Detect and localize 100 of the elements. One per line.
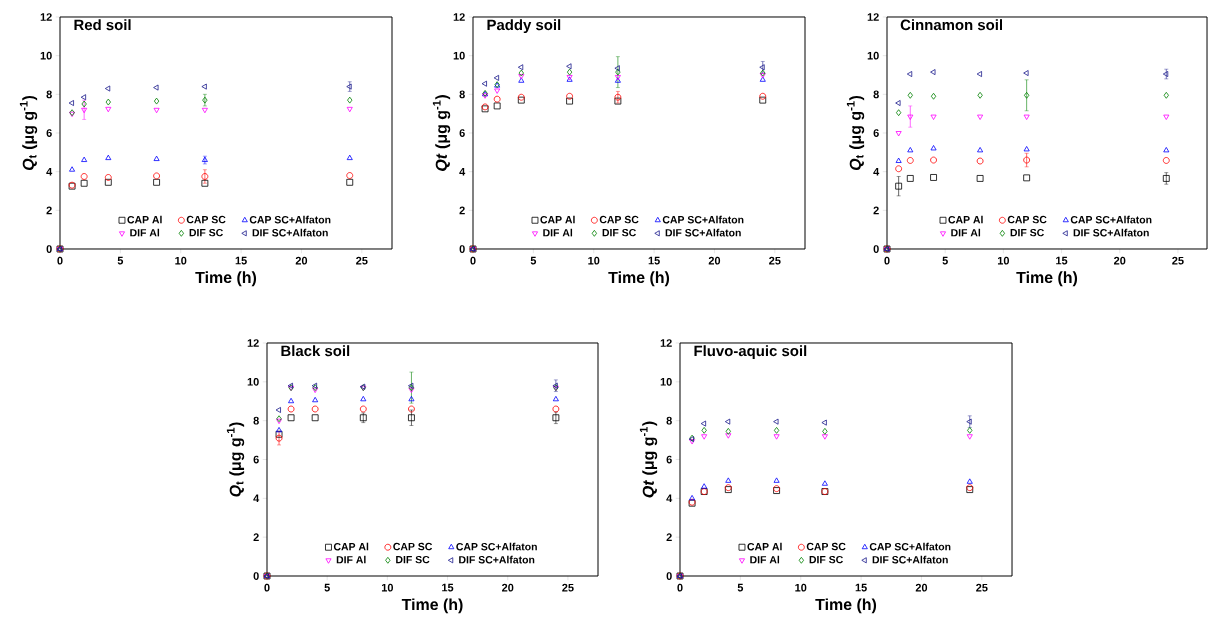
x-tick-label: 0 xyxy=(677,583,683,592)
y-tick-label: 12 xyxy=(40,13,52,21)
legend-label: CAP SC xyxy=(1007,215,1047,224)
y-tick-label: 4 xyxy=(459,167,466,176)
y-tick-label: 4 xyxy=(46,167,53,176)
x-tick-label: 5 xyxy=(737,583,744,592)
legend-label: CAP SC xyxy=(806,542,846,551)
x-axis-title: Time (h) xyxy=(1016,271,1078,287)
legend-label: DIF SC xyxy=(1010,228,1044,237)
y-tick-label: 8 xyxy=(459,90,465,99)
legend-label: CAP Al xyxy=(540,215,575,224)
x-axis-title: Time (h) xyxy=(608,271,670,287)
legend-label: DIF SC+Alfaton xyxy=(459,555,535,564)
chart-title: Cinnamon soil xyxy=(900,19,1003,31)
chart-title: Paddy soil xyxy=(487,19,561,34)
x-tick-label: 0 xyxy=(57,256,63,265)
x-tick-label: 0 xyxy=(884,256,890,265)
legend-label: DIF SC xyxy=(809,555,843,564)
y-tick-label: 0 xyxy=(459,245,465,253)
legend-label: CAP Al xyxy=(127,215,162,224)
y-tick-label: 12 xyxy=(453,13,465,21)
x-tick-label: 20 xyxy=(295,256,308,265)
x-tick-label: 20 xyxy=(1114,256,1126,265)
y-axis-title: Q$_{t}$ (μg g$^{-1}$) xyxy=(846,95,865,171)
y-tick-label: 10 xyxy=(660,377,672,386)
x-tick-label: 5 xyxy=(530,256,537,265)
y-tick-label: 4 xyxy=(666,494,673,503)
y-tick-label: 8 xyxy=(873,90,879,99)
legend-label: CAP SC xyxy=(599,215,639,224)
y-axis-title: Qt (μg g$^{-1}$) xyxy=(432,95,451,171)
chart-title: Fluvo-aquic soil xyxy=(694,345,807,360)
x-tick-label: 5 xyxy=(324,583,330,592)
x-tick-label: 15 xyxy=(648,256,660,265)
legend-label: CAP SC xyxy=(393,542,433,551)
y-axis-title: Q$_{t}$ (μg g$^{-1}$) xyxy=(226,422,245,497)
x-tick-label: 0 xyxy=(470,256,476,265)
legend-label: DIF SC+Alfaton xyxy=(872,555,948,564)
legend-label: DIF Al xyxy=(336,555,366,564)
y-tick-label: 2 xyxy=(46,206,52,215)
x-tick-label: 25 xyxy=(562,583,574,592)
legend-label: DIF SC xyxy=(396,555,430,564)
y-tick-label: 12 xyxy=(247,339,259,347)
x-tick-label: 10 xyxy=(997,256,1010,265)
x-tick-label: 25 xyxy=(769,256,781,265)
y-tick-label: 6 xyxy=(666,455,672,464)
y-tick-label: 4 xyxy=(873,167,880,176)
y-tick-label: 2 xyxy=(253,533,259,541)
legend-label: CAP SC xyxy=(186,215,226,224)
legend-label: DIF SC+Alfaton xyxy=(665,228,741,237)
y-tick-label: 8 xyxy=(666,416,672,425)
x-axis-title: Time (h) xyxy=(401,598,463,614)
legend-label: DIF SC xyxy=(602,228,636,237)
x-tick-label: 20 xyxy=(502,583,514,592)
chart-title: Black soil xyxy=(281,345,350,357)
x-tick-label: 25 xyxy=(356,256,368,265)
y-tick-label: 6 xyxy=(459,129,465,137)
y-tick-label: 10 xyxy=(247,377,259,386)
y-tick-label: 10 xyxy=(40,51,52,60)
y-tick-label: 12 xyxy=(660,339,672,347)
x-tick-label: 15 xyxy=(442,583,454,592)
x-tick-label: 10 xyxy=(588,256,600,265)
legend-label: DIF Al xyxy=(130,228,160,237)
y-tick-label: 2 xyxy=(666,533,672,541)
x-tick-label: 10 xyxy=(175,256,187,265)
x-tick-label: 10 xyxy=(381,583,394,592)
legend-label: CAP Al xyxy=(948,215,983,224)
x-tick-label: 20 xyxy=(915,583,928,592)
y-tick-label: 6 xyxy=(873,129,879,137)
y-tick-label: 12 xyxy=(867,13,879,21)
legend-label: CAP Al xyxy=(333,542,369,551)
y-tick-label: 0 xyxy=(666,572,672,580)
y-tick-label: 10 xyxy=(453,51,465,60)
legend-label: CAP SC+Alfaton xyxy=(249,215,331,224)
legend-label: DIF SC xyxy=(189,228,223,237)
y-tick-label: 2 xyxy=(873,206,879,215)
x-tick-label: 10 xyxy=(795,583,807,592)
x-axis-title: Time (h) xyxy=(815,598,877,614)
y-tick-label: 0 xyxy=(873,245,879,253)
x-tick-label: 25 xyxy=(976,583,988,592)
legend-label: CAP Al xyxy=(747,542,782,551)
y-tick-label: 6 xyxy=(46,129,52,137)
legend-label: DIF SC+Alfaton xyxy=(252,228,328,237)
y-tick-label: 0 xyxy=(253,572,259,580)
x-tick-label: 20 xyxy=(708,256,721,265)
x-tick-label: 0 xyxy=(264,583,270,592)
y-tick-label: 6 xyxy=(253,455,259,464)
legend-label: DIF Al xyxy=(750,555,780,564)
x-tick-label: 15 xyxy=(1056,256,1068,265)
legend-label: DIF SC+Alfaton xyxy=(1073,228,1149,237)
y-tick-label: 0 xyxy=(46,245,52,253)
x-tick-label: 15 xyxy=(855,583,867,592)
legend-label: CAP SC+Alfaton xyxy=(456,542,537,551)
x-tick-label: 5 xyxy=(117,256,124,265)
y-tick-label: 2 xyxy=(459,206,465,215)
y-tick-label: 8 xyxy=(46,90,52,99)
legend-label: DIF Al xyxy=(543,228,573,237)
legend-label: DIF Al xyxy=(951,228,981,237)
x-axis-title: Time (h) xyxy=(195,271,257,287)
legend-label: CAP SC+Alfaton xyxy=(1070,215,1152,224)
x-tick-label: 5 xyxy=(942,256,948,265)
